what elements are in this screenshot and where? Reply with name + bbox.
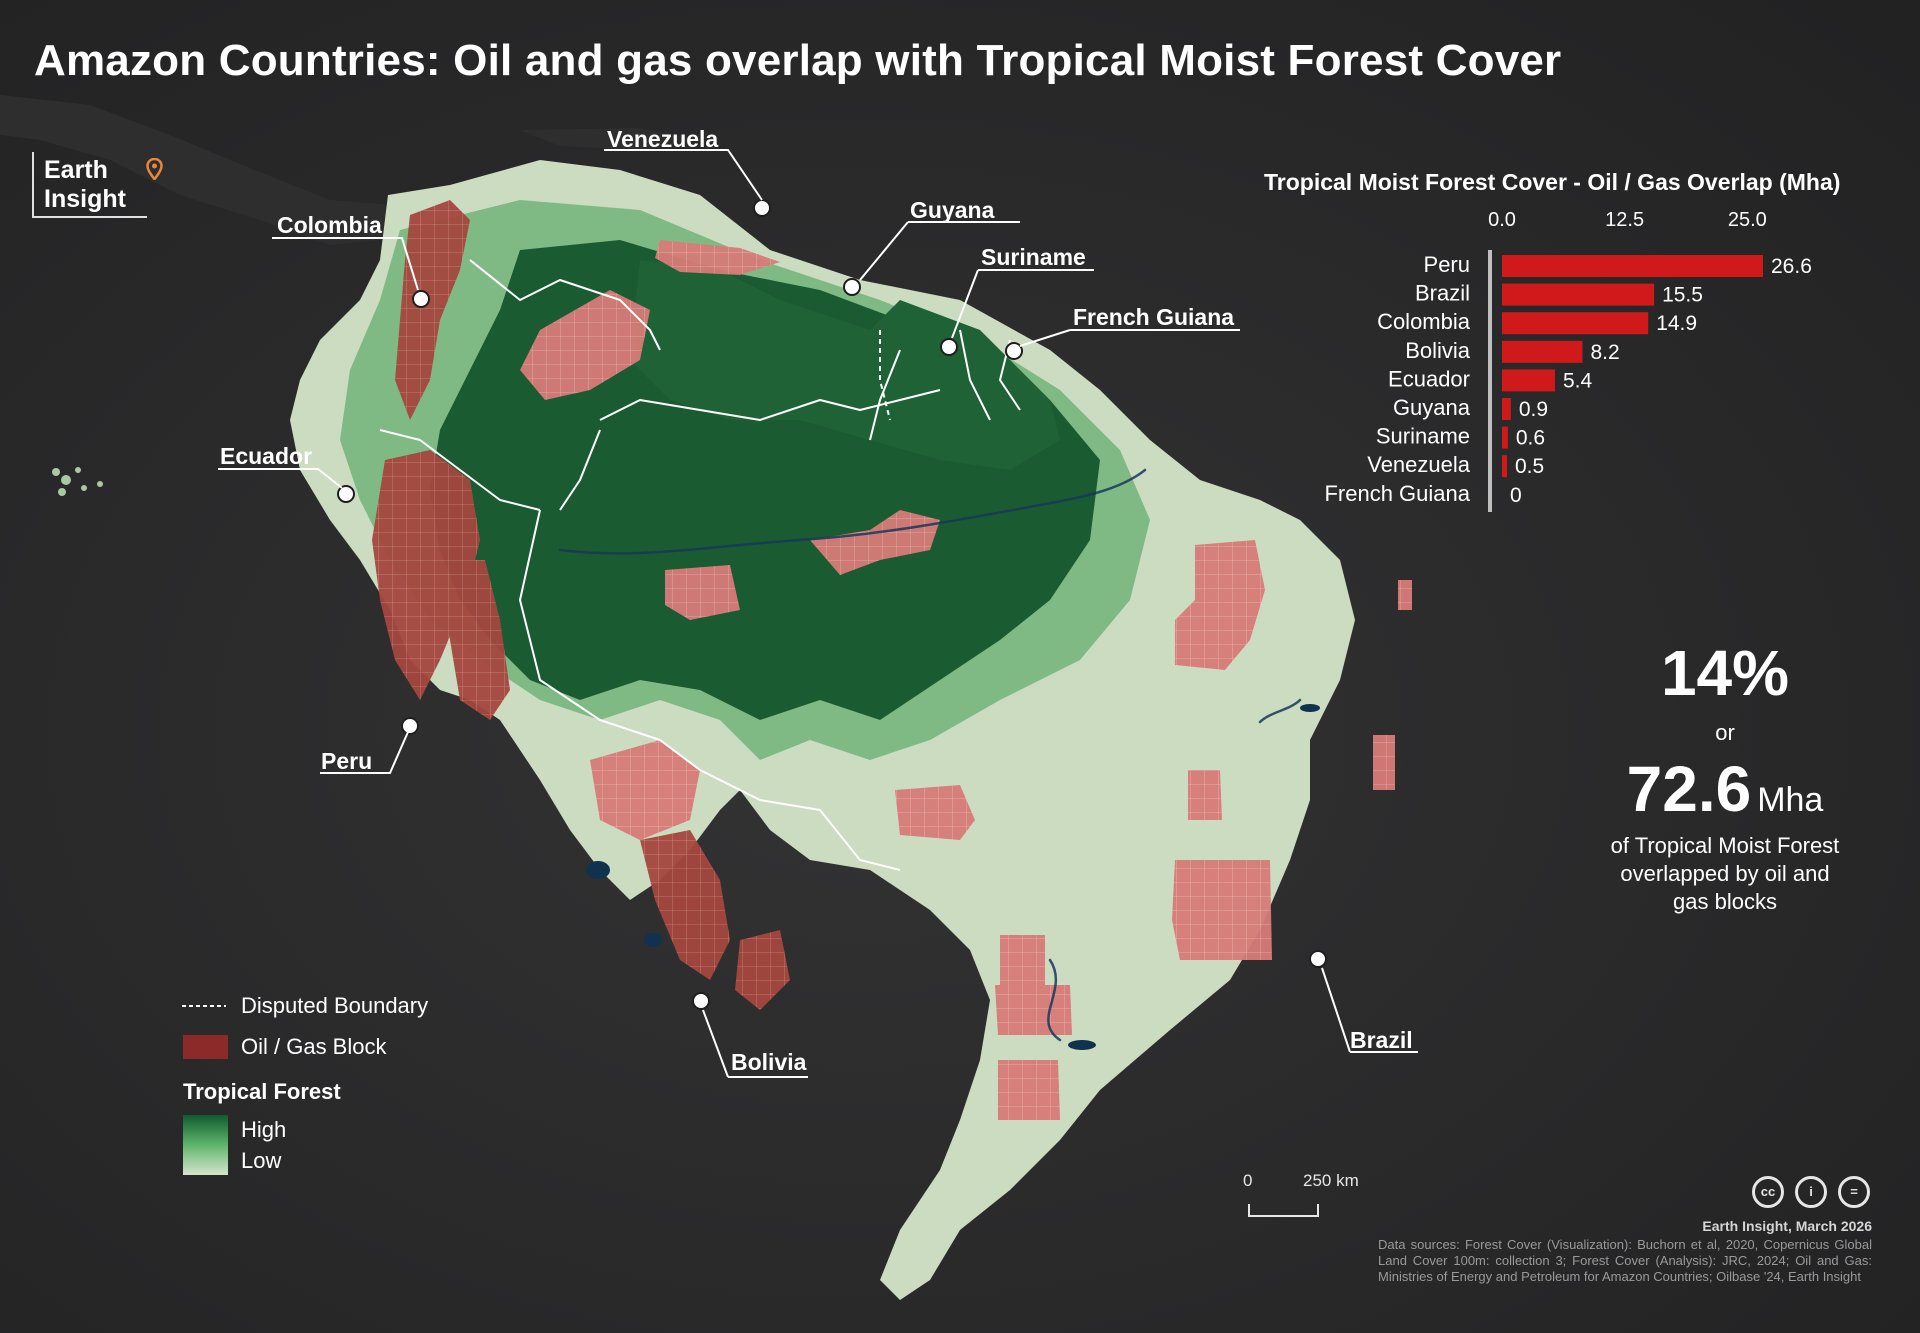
value-label: 8.2 — [1590, 341, 1619, 364]
by-attribution-icon: i — [1795, 1176, 1827, 1208]
bolivia-marker — [692, 992, 710, 1010]
bar — [1502, 283, 1655, 306]
bar — [1502, 255, 1763, 277]
label-ecuador: Ecuador — [220, 443, 313, 469]
value-label: 26.6 — [1771, 255, 1812, 278]
category-label: Ecuador — [1388, 366, 1470, 391]
category-label: Brazil — [1415, 281, 1470, 306]
chart-title: Tropical Moist Forest Cover - Oil / Gas … — [1264, 169, 1841, 195]
country-markers — [337, 199, 1327, 1010]
headline-description-line: gas blocks — [1673, 889, 1777, 914]
leader-lines — [218, 149, 1418, 1078]
bar — [1502, 398, 1511, 420]
label-bolivia: Bolivia — [731, 1049, 807, 1075]
legend-low-label: Low — [241, 1148, 282, 1173]
category-label: Bolivia — [1405, 338, 1471, 363]
french-guiana-marker — [1005, 342, 1023, 360]
dense-forest-north — [630, 260, 1060, 470]
legend-oil-gas-swatch — [183, 1035, 228, 1059]
galapagos-islands — [52, 467, 103, 496]
page-title: Amazon Countries: Oil and gas overlap wi… — [34, 36, 1562, 85]
headline-or: or — [1715, 720, 1735, 745]
credit-line: Earth Insight, March 2026 — [1702, 1218, 1872, 1234]
headline-amount-row: 72.6 Mha — [1580, 752, 1870, 826]
value-label: 0.6 — [1516, 427, 1545, 450]
central-america-landmass — [0, 95, 395, 245]
bar — [1502, 426, 1508, 449]
label-french-guiana: French Guiana — [1073, 304, 1235, 330]
label-peru: Peru — [321, 748, 373, 774]
logo-line-insight: Insight — [44, 185, 126, 213]
country-boundaries — [379, 259, 1021, 871]
category-label: Suriname — [1376, 424, 1470, 449]
scale-zero-label: 0 — [1243, 1171, 1253, 1190]
headline-description-line: overlapped by oil and — [1620, 861, 1830, 886]
legend-forest-title: Tropical Forest — [183, 1079, 341, 1104]
bar — [1502, 455, 1507, 478]
category-label: Peru — [1424, 252, 1470, 277]
disputed-boundary — [879, 330, 891, 421]
nd-no-derivatives-icon: = — [1838, 1176, 1870, 1208]
label-brazil: Brazil — [1350, 1027, 1413, 1053]
value-label: 14.9 — [1656, 312, 1697, 335]
oil-gas-blocks — [372, 200, 1412, 1120]
logo-line-earth: Earth — [44, 156, 108, 184]
label-guyana: Guyana — [910, 197, 995, 223]
bar — [1502, 369, 1555, 392]
scale-bar — [1248, 1204, 1319, 1217]
category-label: Colombia — [1377, 309, 1471, 334]
guyana-marker — [843, 278, 861, 296]
scale-distance-label: 250 km — [1303, 1171, 1359, 1190]
data-sources: Data sources: Forest Cover (Visualizatio… — [1378, 1237, 1872, 1284]
x-tick-label: 25.0 — [1728, 209, 1767, 231]
legend-high-label: High — [241, 1117, 287, 1142]
headline-percent: 14% — [1660, 637, 1790, 709]
headline-amount: 72.6 — [1626, 753, 1752, 825]
bar — [1502, 340, 1583, 363]
headline-description: of Tropical Moist Forest overlapped by o… — [1580, 832, 1870, 916]
value-label: 0.9 — [1519, 398, 1548, 421]
value-label: 15.5 — [1662, 284, 1703, 307]
rivers — [558, 468, 1302, 1042]
headline-unit: Mha — [1757, 781, 1824, 819]
category-label: Venezuela — [1367, 452, 1471, 477]
cc-icon: cc — [1752, 1176, 1784, 1208]
brazil-marker — [1309, 950, 1327, 968]
venezuela-marker — [753, 199, 771, 217]
legend-oil-gas-label: Oil / Gas Block — [241, 1034, 387, 1059]
suriname-marker — [940, 338, 958, 356]
x-tick-label: 12.5 — [1605, 209, 1644, 231]
location-pin-icon — [146, 158, 163, 180]
earth-insight-logo: Earth Insight — [32, 152, 163, 218]
bar — [1502, 312, 1649, 335]
label-colombia: Colombia — [277, 212, 382, 238]
label-venezuela: Venezuela — [607, 126, 719, 152]
caribbean-islands — [520, 128, 700, 150]
lakes — [586, 704, 1320, 1050]
colombia-marker — [412, 290, 430, 308]
ecuador-marker — [337, 485, 355, 503]
category-label: Guyana — [1393, 395, 1471, 420]
value-label: 0 — [1510, 484, 1522, 507]
value-label: 0.5 — [1515, 455, 1544, 478]
overlap-bar-chart: 0.0 12.5 25.0 Peru 26.6 Brazil 15.5 Colombia 14.… — [1324, 209, 1812, 512]
peru-marker — [401, 717, 419, 735]
category-label: French Guiana — [1324, 481, 1470, 506]
headline-description-line: of Tropical Moist Forest — [1610, 833, 1840, 858]
x-tick-label: 0.0 — [1488, 209, 1516, 231]
legend-forest-gradient — [183, 1115, 228, 1175]
label-suriname: Suriname — [981, 244, 1086, 270]
value-label: 5.4 — [1563, 369, 1593, 392]
legend-disputed-label: Disputed Boundary — [241, 993, 429, 1018]
